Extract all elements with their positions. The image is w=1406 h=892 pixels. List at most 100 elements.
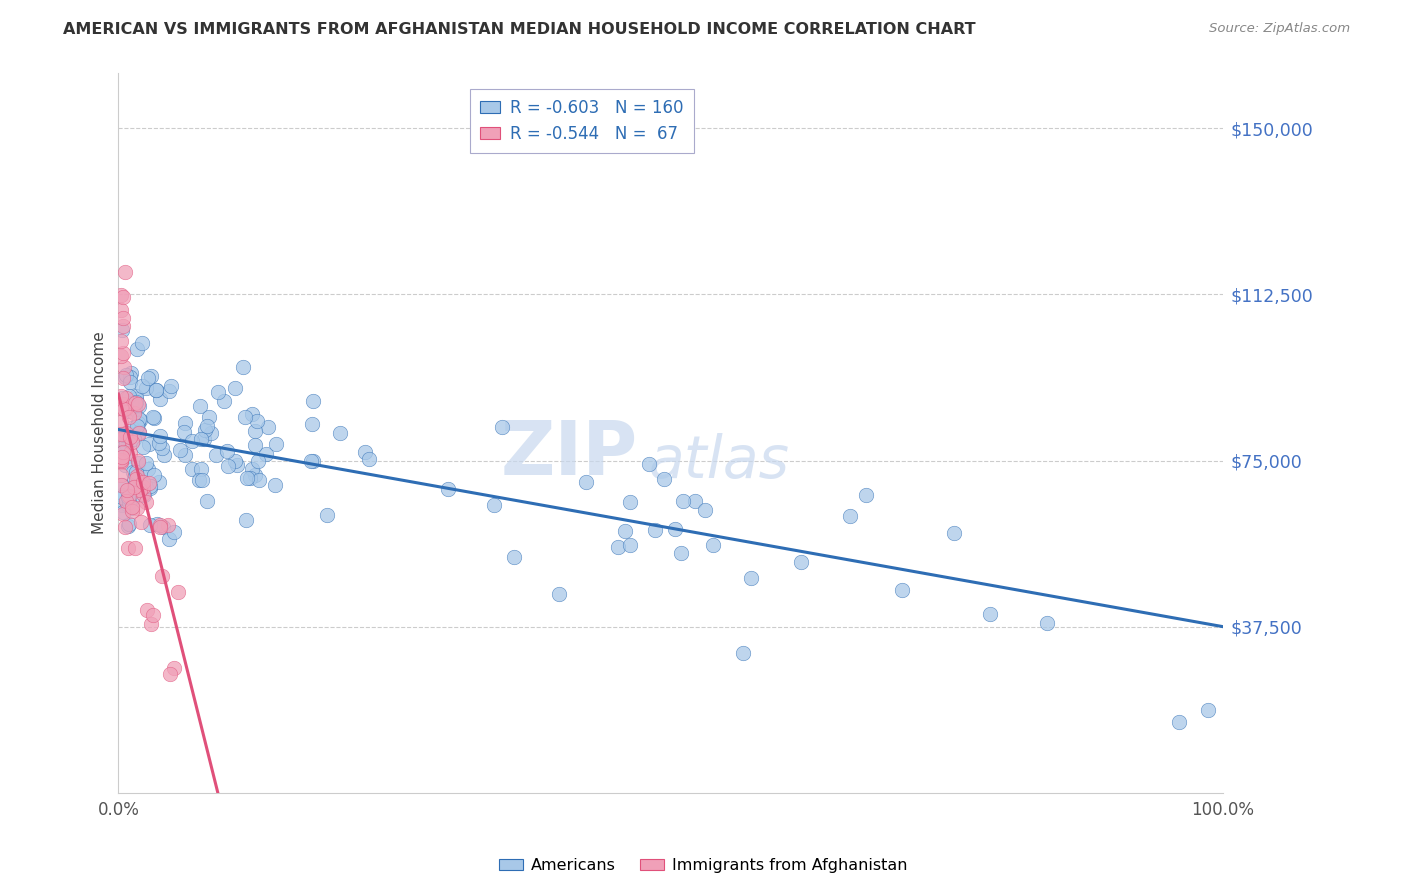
- Point: [124, 402, 146, 417]
- Legend: R = -0.603   N = 160, R = -0.544   N =  67: R = -0.603 N = 160, R = -0.544 N = 67: [471, 88, 695, 153]
- Point: [212, 394, 235, 409]
- Point: [121, 504, 143, 518]
- Point: [790, 555, 813, 569]
- Point: [121, 500, 143, 514]
- Point: [112, 428, 135, 442]
- Point: [638, 457, 661, 471]
- Point: [142, 468, 165, 483]
- Point: [115, 493, 138, 508]
- Point: [619, 495, 641, 509]
- Point: [235, 470, 257, 484]
- Point: [124, 541, 146, 555]
- Point: [110, 432, 132, 446]
- Point: [110, 389, 132, 403]
- Point: [132, 488, 155, 502]
- Point: [115, 401, 138, 416]
- Point: [125, 392, 148, 406]
- Point: [167, 584, 190, 599]
- Point: [121, 435, 143, 450]
- Point: [239, 471, 262, 485]
- Point: [110, 454, 132, 468]
- Point: [125, 465, 148, 479]
- Point: [112, 290, 135, 304]
- Point: [122, 471, 145, 485]
- Point: [125, 418, 148, 433]
- Point: [120, 375, 142, 389]
- Point: [142, 608, 165, 623]
- Point: [257, 420, 280, 434]
- Point: [217, 458, 239, 473]
- Point: [249, 473, 271, 487]
- Point: [139, 479, 162, 493]
- Text: atlas: atlas: [648, 434, 789, 490]
- Point: [120, 366, 142, 380]
- Point: [111, 490, 134, 504]
- Point: [190, 433, 212, 447]
- Point: [142, 411, 165, 425]
- Point: [128, 399, 150, 413]
- Point: [613, 524, 636, 538]
- Point: [111, 498, 134, 512]
- Point: [110, 334, 132, 349]
- Point: [122, 465, 145, 479]
- Point: [118, 430, 141, 444]
- Point: [127, 468, 149, 483]
- Point: [664, 523, 686, 537]
- Point: [702, 538, 724, 552]
- Point: [124, 394, 146, 409]
- Point: [114, 425, 136, 440]
- Point: [226, 458, 249, 473]
- Point: [1168, 715, 1191, 730]
- Point: [111, 450, 134, 464]
- Point: [118, 494, 141, 508]
- Point: [240, 407, 263, 421]
- Point: [124, 396, 146, 410]
- Point: [145, 383, 167, 397]
- Point: [125, 389, 148, 403]
- Point: [357, 452, 380, 467]
- Point: [733, 646, 755, 660]
- Point: [693, 503, 716, 517]
- Y-axis label: Median Household Income: Median Household Income: [93, 332, 107, 534]
- Point: [224, 381, 246, 395]
- Point: [121, 420, 143, 434]
- Point: [299, 454, 322, 468]
- Point: [187, 473, 209, 487]
- Point: [190, 462, 212, 476]
- Point: [149, 520, 172, 534]
- Point: [503, 550, 526, 565]
- Point: [135, 456, 157, 470]
- Point: [117, 517, 139, 532]
- Point: [224, 454, 246, 468]
- Point: [138, 475, 160, 490]
- Point: [669, 546, 692, 560]
- Point: [111, 507, 134, 521]
- Point: [110, 287, 132, 301]
- Point: [316, 508, 339, 523]
- Point: [139, 617, 162, 632]
- Point: [114, 458, 136, 473]
- Point: [125, 343, 148, 357]
- Point: [247, 453, 270, 467]
- Point: [136, 461, 159, 475]
- Point: [128, 425, 150, 440]
- Point: [112, 371, 135, 385]
- Point: [111, 323, 134, 337]
- Point: [194, 423, 217, 437]
- Point: [114, 437, 136, 451]
- Point: [135, 381, 157, 395]
- Point: [152, 520, 174, 534]
- Point: [195, 493, 218, 508]
- Point: [111, 319, 134, 334]
- Point: [188, 399, 211, 413]
- Point: [437, 483, 460, 497]
- Point: [111, 488, 134, 502]
- Point: [204, 448, 226, 462]
- Point: [131, 336, 153, 351]
- Point: [683, 494, 706, 508]
- Point: [139, 481, 162, 495]
- Point: [127, 397, 149, 411]
- Point: [111, 446, 134, 460]
- Point: [128, 412, 150, 426]
- Point: [117, 409, 139, 424]
